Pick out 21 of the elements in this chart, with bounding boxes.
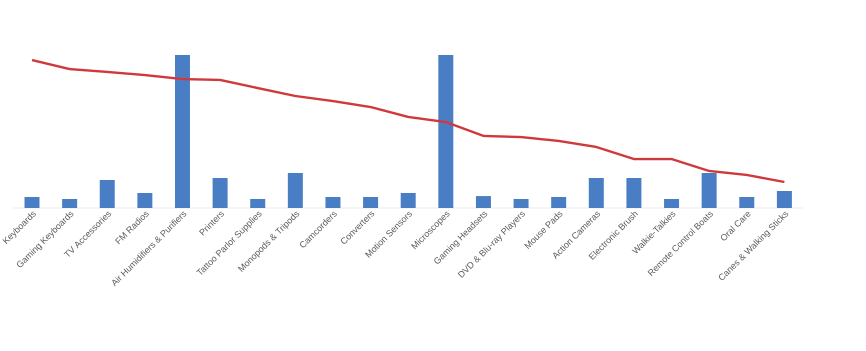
bar (664, 198, 680, 208)
bar (250, 198, 266, 208)
bar (400, 193, 416, 208)
bar (702, 172, 717, 208)
bar (100, 180, 115, 208)
bar (288, 172, 303, 208)
bar (174, 54, 190, 208)
bar (325, 196, 340, 208)
bar (438, 54, 454, 208)
bar (137, 193, 152, 208)
bar (588, 178, 604, 208)
bar (363, 196, 378, 208)
bar (776, 191, 792, 208)
bar (24, 196, 40, 208)
bar (626, 178, 642, 208)
bar (212, 178, 228, 208)
bar (551, 196, 566, 208)
bar (514, 198, 529, 208)
bar (476, 196, 491, 208)
bar (62, 198, 78, 208)
bar (739, 196, 754, 208)
